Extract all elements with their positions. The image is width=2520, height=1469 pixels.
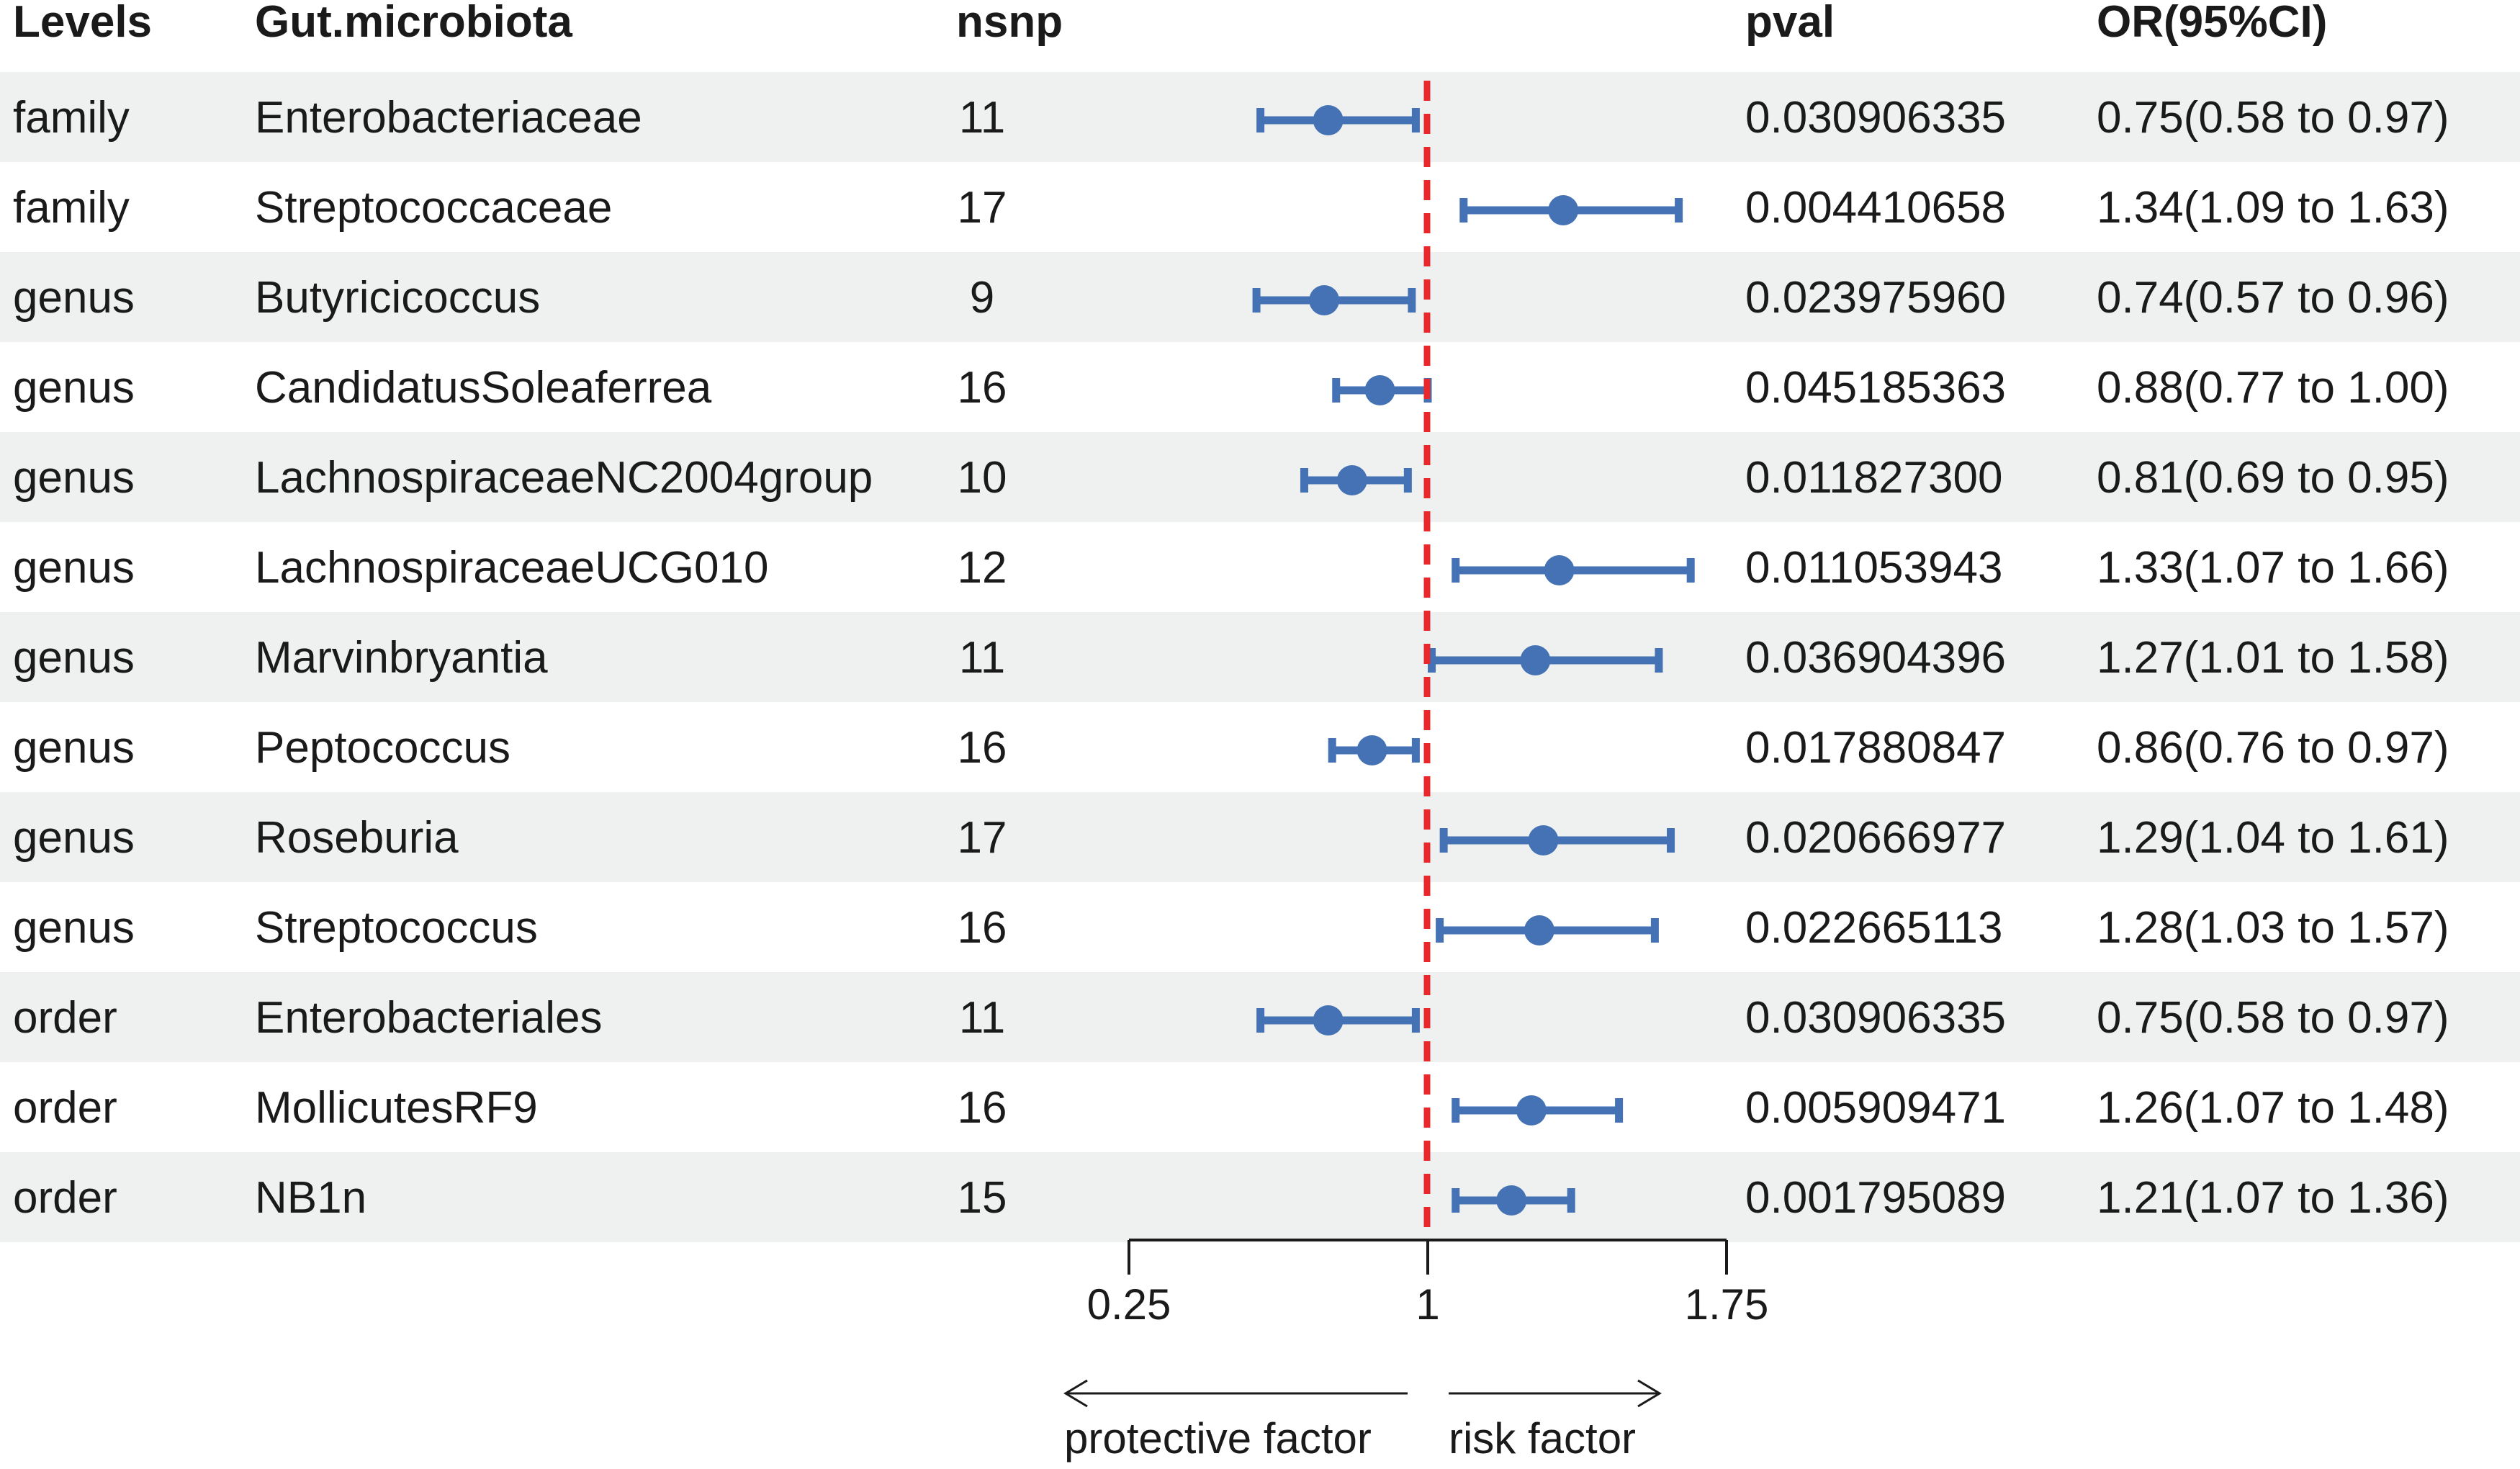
cell-or: 0.75(0.58 to 0.97) — [2097, 993, 2449, 1043]
or-point — [1364, 375, 1395, 405]
cell-or: 0.75(0.58 to 0.97) — [2097, 93, 2449, 143]
cell-pval: 0.045185363 — [1745, 363, 2007, 413]
cell-or: 1.26(1.07 to 1.48) — [2097, 1083, 2449, 1133]
cell-level: genus — [13, 273, 135, 323]
cell-pval: 0.022665113 — [1745, 903, 2003, 953]
cell-level: family — [13, 183, 130, 233]
cell-level: order — [13, 1083, 117, 1133]
cell-taxon: MollicutesRF9 — [255, 1083, 538, 1133]
cell-nsnp: 15 — [957, 1173, 1007, 1223]
cell-or: 1.29(1.04 to 1.61) — [2097, 813, 2449, 863]
header-or: OR(95%CI) — [2097, 0, 2328, 47]
or-point — [1544, 555, 1575, 585]
cell-or: 0.81(0.69 to 0.95) — [2097, 453, 2449, 503]
protective-arrow-head — [1063, 1379, 1088, 1408]
header-taxon: Gut.microbiota — [255, 0, 572, 47]
cell-nsnp: 12 — [957, 543, 1007, 593]
cell-nsnp: 16 — [957, 1083, 1007, 1133]
cell-or: 1.34(1.09 to 1.63) — [2097, 183, 2449, 233]
x-tick-label: 1 — [1416, 1280, 1440, 1329]
or-point — [1313, 1005, 1344, 1036]
or-point — [1309, 285, 1340, 315]
header-nsnp: nsnp — [956, 0, 1063, 47]
cell-pval: 0.011827300 — [1745, 453, 2003, 503]
cell-level: genus — [13, 813, 135, 863]
risk-factor-label: risk factor — [1449, 1414, 1637, 1463]
cell-pval: 0.030906335 — [1745, 993, 2007, 1043]
or-point — [1336, 465, 1367, 495]
cell-nsnp: 16 — [957, 363, 1007, 413]
cell-taxon: Peptococcus — [255, 723, 510, 773]
cell-or: 0.74(0.57 to 0.96) — [2097, 273, 2449, 323]
cell-nsnp: 10 — [957, 453, 1007, 503]
cell-taxon: Enterobacteriaceae — [255, 93, 642, 143]
cell-taxon: Enterobacteriales — [255, 993, 603, 1043]
row-band — [0, 1152, 2520, 1242]
row-band — [0, 792, 2520, 882]
cell-nsnp: 11 — [958, 993, 1006, 1043]
cell-pval: 0.020666977 — [1745, 813, 2007, 863]
cell-or: 1.27(1.01 to 1.58) — [2097, 633, 2449, 683]
cell-nsnp: 17 — [957, 183, 1007, 233]
or-point — [1524, 915, 1554, 945]
cell-pval: 0.017880847 — [1745, 723, 2007, 773]
x-tick-label: 0.25 — [1086, 1280, 1171, 1329]
cell-nsnp: 16 — [957, 723, 1007, 773]
or-point — [1496, 1185, 1527, 1216]
cell-or: 1.21(1.07 to 1.36) — [2097, 1173, 2449, 1223]
cell-taxon: Marvinbryantia — [255, 633, 548, 683]
row-band — [0, 612, 2520, 702]
x-tick-label: 1.75 — [1684, 1280, 1769, 1329]
cell-nsnp: 17 — [957, 813, 1007, 863]
cell-or: 1.33(1.07 to 1.66) — [2097, 543, 2449, 593]
cell-nsnp: 9 — [969, 273, 995, 323]
cell-or: 1.28(1.03 to 1.57) — [2097, 903, 2449, 953]
cell-level: genus — [13, 363, 135, 413]
cell-level: order — [13, 1173, 117, 1223]
or-point — [1528, 825, 1559, 855]
cell-nsnp: 16 — [957, 903, 1007, 953]
or-point — [1313, 105, 1344, 135]
cell-level: genus — [13, 723, 135, 773]
cell-taxon: LachnospiraceaeUCG010 — [255, 543, 769, 593]
or-point — [1548, 195, 1579, 225]
cell-level: genus — [13, 543, 135, 593]
cell-pval: 0.005909471 — [1745, 1083, 2007, 1133]
risk-arrow-head — [1637, 1379, 1662, 1408]
cell-taxon: LachnospiraceaeNC2004group — [255, 453, 873, 503]
protective-factor-label: protective factor — [1064, 1414, 1372, 1463]
cell-level: genus — [13, 903, 135, 953]
cell-pval: 0.004410658 — [1745, 183, 2007, 233]
cell-level: family — [13, 93, 130, 143]
cell-taxon: Butyricicoccus — [255, 273, 541, 323]
cell-taxon: CandidatusSoleaferrea — [255, 363, 712, 413]
header-pval: pval — [1745, 0, 1835, 47]
cell-pval: 0.036904396 — [1745, 633, 2007, 683]
header-levels: Levels — [13, 0, 153, 47]
cell-taxon: NB1n — [255, 1173, 367, 1223]
or-point — [1356, 735, 1387, 765]
cell-or: 0.88(0.77 to 1.00) — [2097, 363, 2449, 413]
cell-level: order — [13, 993, 117, 1043]
cell-pval: 0.011053943 — [1745, 543, 2003, 593]
cell-level: genus — [13, 453, 135, 503]
cell-pval: 0.030906335 — [1745, 93, 2007, 143]
or-point — [1516, 1095, 1547, 1126]
cell-taxon: Roseburia — [255, 813, 459, 863]
cell-or: 0.86(0.76 to 0.97) — [2097, 723, 2449, 773]
cell-nsnp: 11 — [958, 93, 1006, 143]
cell-taxon: Streptococcus — [255, 903, 538, 953]
row-band — [0, 432, 2520, 522]
or-point — [1520, 645, 1551, 675]
cell-taxon: Streptococcaceae — [255, 183, 613, 233]
cell-pval: 0.001795089 — [1745, 1173, 2007, 1223]
cell-nsnp: 11 — [958, 633, 1006, 683]
cell-pval: 0.023975960 — [1745, 273, 2007, 323]
cell-level: genus — [13, 633, 135, 683]
